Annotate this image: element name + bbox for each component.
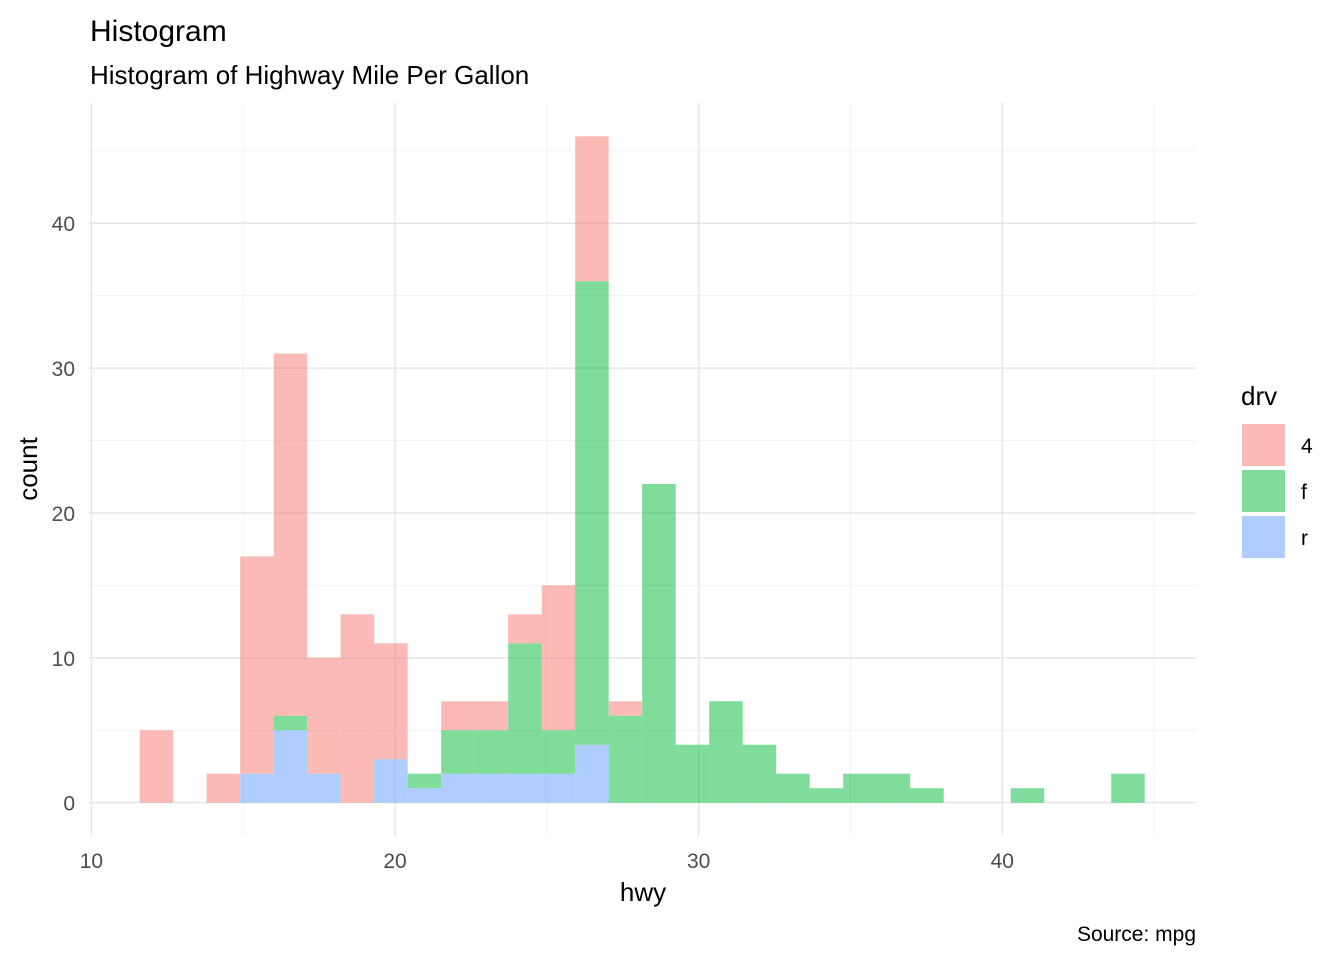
bar-4 [273,353,308,716]
bar-f [508,643,542,774]
bar-r [508,773,542,803]
bar-r [541,773,576,803]
bar-f [474,730,509,774]
legend-key-r [1242,516,1285,558]
bar-r [240,773,274,803]
bar-f [876,773,911,803]
bar-4 [340,614,375,803]
legend-label-4: 4 [1301,435,1313,458]
legend-key-f [1242,470,1285,512]
bar-r [374,759,408,803]
x-tick-label: 30 [687,850,710,873]
bar-r [474,773,509,803]
bar-f [1010,788,1045,803]
bar-r [575,744,609,803]
bar-r [407,788,442,803]
bar-f [608,715,643,803]
y-tick-label: 20 [52,503,75,526]
x-tick-label: 10 [80,850,103,873]
legend-title: drv [1241,381,1277,411]
x-tick-label: 40 [991,850,1014,873]
bar-4 [206,773,241,803]
bar-4 [441,701,475,731]
bar-f [809,788,844,803]
x-axis-label: hwy [620,877,666,907]
bar-r [273,730,308,803]
y-tick-label: 40 [52,213,75,236]
bar-4 [508,614,542,644]
bar-4 [541,585,576,731]
legend-label-f: f [1301,481,1307,504]
chart-subtitle: Histogram of Highway Mile Per Gallon [90,60,529,90]
bar-f [910,788,944,803]
bar-4 [139,730,174,803]
legend-label-r: r [1301,527,1308,550]
bar-f [273,715,308,731]
bar-f [541,730,576,774]
chart-title: Histogram [90,15,227,48]
bar-f [1111,773,1145,803]
bar-4 [307,657,341,774]
bar-f [843,773,877,803]
bar-f [575,281,609,745]
bar-r [307,773,341,803]
y-axis-label: count [13,436,43,500]
legend-key-4 [1242,424,1285,466]
bar-f [407,773,442,789]
bar-r [441,773,475,803]
legend: drv 4 fr [1241,381,1313,558]
bar-f [709,701,743,803]
y-tick-label: 10 [52,648,75,671]
bar-f [742,744,777,803]
axes: 10 20 30 40 0 10 20 30 40 [52,213,1014,873]
caption: Source: mpg [1077,923,1196,946]
bars [139,136,1145,803]
y-tick-label: 0 [63,793,75,816]
bar-4 [474,701,509,731]
bar-4 [575,136,609,282]
bar-f [441,730,475,774]
bar-4 [608,701,643,716]
bar-4 [374,643,408,760]
y-tick-label: 30 [52,358,75,381]
bar-4 [240,556,274,774]
bar-f [642,483,676,803]
bar-f [675,744,710,803]
x-tick-label: 20 [383,850,406,873]
bar-f [776,773,810,803]
